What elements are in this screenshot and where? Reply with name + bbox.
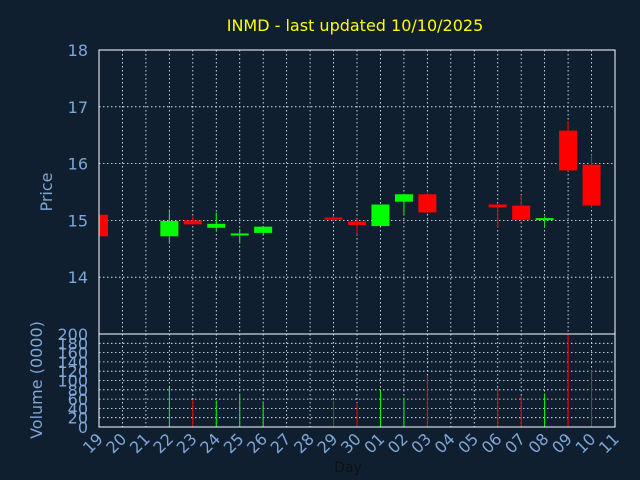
volume-tick-label: 140: [57, 353, 88, 372]
volume-tick-label: 60: [68, 390, 88, 409]
candle-03: [418, 192, 437, 214]
price-tick-label: 18: [68, 41, 88, 60]
candle-24: [207, 212, 226, 231]
candle-body: [512, 205, 531, 220]
candle-23: [183, 216, 202, 225]
candle-body: [207, 223, 226, 228]
candle-body: [559, 130, 578, 171]
candle-body: [418, 194, 437, 213]
volume-tick-label: 100: [57, 372, 88, 391]
day-tick-labels: 1920212223242526272829300102030405060708…: [79, 429, 623, 457]
chart-title: INMD - last updated 10/10/2025: [227, 16, 484, 35]
candle-body: [324, 217, 343, 220]
candle-08: [535, 216, 554, 227]
candle-06: [488, 203, 507, 228]
candle-25: [230, 228, 249, 244]
candle-09: [559, 121, 578, 171]
candle-10: [582, 154, 601, 208]
candle-body: [535, 218, 554, 221]
candle-body: [183, 220, 202, 225]
volume-tick-label: 40: [68, 399, 88, 418]
candle-02: [394, 193, 413, 215]
candle-29: [324, 215, 343, 221]
volume-tick-label: 200: [57, 325, 88, 344]
candle-body: [254, 226, 273, 233]
price-tick-label: 15: [68, 211, 88, 230]
volume-tick-label: 20: [68, 409, 88, 428]
volume-plot-frame: [98, 333, 616, 428]
candle-body: [99, 214, 108, 237]
price-axis-label: Price: [37, 172, 56, 211]
candle-01: [371, 204, 390, 227]
volume-tick-label: 160: [57, 344, 88, 363]
price-tick-label: 14: [68, 268, 88, 287]
candle-body: [394, 194, 413, 202]
candle-body: [160, 220, 179, 237]
candle-body: [371, 204, 390, 227]
volume-tick-label: 180: [57, 334, 88, 353]
volume-tick-label: 80: [68, 381, 88, 400]
candle-body: [488, 204, 507, 208]
volume-axis-label: Volume (0000): [27, 321, 46, 439]
price-tick-label: 17: [68, 98, 88, 117]
candle-body: [348, 221, 366, 225]
candle-26: [254, 226, 273, 235]
candle-30: [348, 218, 366, 235]
volume-tick-label: 120: [57, 362, 88, 381]
day-axis-label: Day: [334, 460, 362, 476]
price-panel: 14 15 16 17 18: [68, 41, 616, 335]
candle-body: [582, 164, 601, 206]
candle-22: [160, 209, 179, 244]
candle-body: [230, 233, 249, 236]
price-tick-label: 16: [68, 155, 88, 174]
candle-19: [98, 214, 108, 237]
volume-tick-label: 0: [78, 418, 88, 437]
candle-07: [512, 194, 531, 221]
